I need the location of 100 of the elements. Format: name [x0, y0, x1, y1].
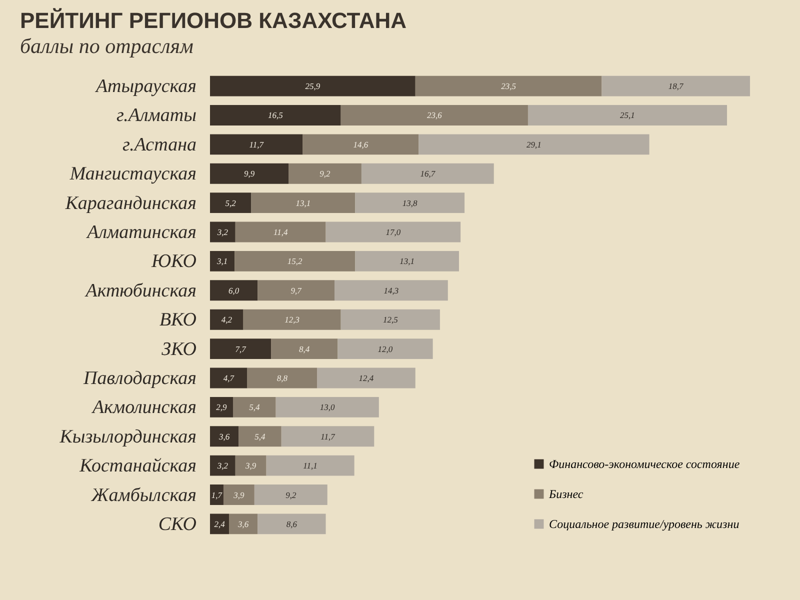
bar: [232, 396, 276, 418]
data-label: 25,1: [620, 110, 635, 120]
bar: [210, 514, 230, 534]
y-tick-label: Алматинская: [85, 222, 196, 244]
bar: [210, 280, 258, 301]
data-label: 11,1: [303, 460, 318, 471]
bar: [210, 76, 416, 96]
bar: [340, 105, 528, 126]
data-label: 9,2: [320, 168, 332, 179]
data-label: 14,3: [384, 285, 399, 296]
data-label: 3,2: [216, 460, 229, 471]
bar: [210, 250, 235, 272]
y-tick-label: Павлодарская: [82, 368, 196, 389]
y-tick-label: г.Астана: [122, 134, 196, 156]
data-label: 12,4: [358, 372, 374, 383]
bar: [223, 484, 254, 505]
data-label: 8,6: [286, 518, 298, 529]
data-label: 5,4: [249, 402, 260, 412]
bar: [276, 396, 379, 418]
y-tick-label: ЗКО: [162, 338, 197, 360]
data-label: 14,6: [353, 139, 369, 150]
data-label: 3,9: [244, 460, 257, 471]
bar: [210, 396, 233, 418]
legend-label: Бизнес: [548, 487, 584, 501]
legend-label: Социальное развитие/уровень жизни: [549, 517, 740, 531]
data-label: 23,6: [426, 110, 443, 120]
data-label: 3,2: [216, 227, 229, 238]
data-label: 13,0: [320, 402, 336, 412]
bar: [361, 163, 494, 184]
bar: [210, 484, 224, 505]
data-label: 15,2: [287, 256, 304, 266]
bar: [210, 309, 244, 330]
data-label: 11,7: [249, 139, 264, 150]
bar: [418, 134, 650, 155]
data-label: 18,7: [668, 81, 684, 92]
bar: [210, 338, 272, 360]
bar: [334, 280, 448, 301]
bar: [355, 250, 459, 272]
bar: [229, 514, 258, 534]
bar: [234, 250, 356, 272]
y-tick-label: ЮКО: [150, 251, 197, 272]
bar: [210, 134, 303, 155]
bar: [326, 222, 461, 242]
data-label: 11,7: [320, 431, 336, 442]
data-label: 12,3: [284, 314, 300, 325]
data-label: 13,8: [402, 198, 418, 208]
data-label: 3,6: [236, 518, 250, 529]
y-tick-label: Мангистауская: [68, 164, 196, 185]
bar: [266, 455, 354, 476]
bar: [243, 309, 341, 330]
data-label: 5,2: [225, 198, 237, 208]
data-label: 16,5: [268, 110, 283, 120]
bar: [302, 134, 419, 155]
y-tick-label: Костанайская: [78, 456, 196, 477]
chart-subtitle: баллы по отраслям: [20, 34, 194, 58]
data-label: 6,0: [228, 285, 240, 296]
bar: [528, 105, 728, 126]
bar: [271, 338, 338, 360]
bar: [210, 368, 248, 388]
data-label: 8,8: [276, 372, 288, 383]
data-label: 3,1: [216, 256, 228, 266]
data-label: 13,1: [400, 256, 414, 266]
bar: [338, 338, 433, 360]
bar: [210, 222, 236, 242]
data-label: 4,7: [223, 372, 235, 383]
y-tick-label: Кызылординская: [58, 426, 196, 448]
y-tick-label: СКО: [158, 514, 197, 535]
data-label: 8,4: [299, 344, 310, 354]
bar: [602, 76, 750, 96]
data-label: 16,7: [420, 168, 436, 179]
bar: [288, 163, 362, 184]
bar: [210, 426, 239, 447]
data-label: 9,7: [290, 285, 302, 296]
data-label: 29,1: [526, 139, 542, 150]
y-tick-label: Актюбинская: [84, 280, 196, 302]
bar: [251, 192, 356, 214]
data-label: 11,4: [273, 227, 288, 238]
data-label: 2,9: [216, 402, 228, 412]
data-label: 9,2: [286, 490, 297, 500]
bar: [258, 280, 334, 301]
bar: [238, 426, 282, 447]
bar: [210, 163, 288, 184]
data-label: 12,5: [382, 314, 398, 325]
y-tick-label: Атырауская: [94, 76, 196, 98]
data-label: 17,0: [386, 227, 402, 238]
y-tick-label: Карагандинская: [64, 192, 196, 214]
data-label: 5,4: [254, 431, 266, 442]
data-label: 13,1: [296, 198, 311, 208]
data-label: 1,7: [211, 490, 223, 500]
bar: [254, 484, 328, 505]
data-label: 3,6: [218, 431, 230, 442]
bar: [210, 192, 252, 214]
bar: [281, 426, 374, 447]
data-label: 9,9: [244, 168, 256, 179]
bar: [317, 368, 416, 388]
bar: [258, 514, 326, 534]
bar: [235, 222, 326, 242]
data-label: 2,4: [214, 518, 226, 529]
bar: [355, 192, 465, 214]
chart-title: РЕЙТИНГ РЕГИОНОВ КАЗАХСТАНА: [20, 8, 407, 33]
